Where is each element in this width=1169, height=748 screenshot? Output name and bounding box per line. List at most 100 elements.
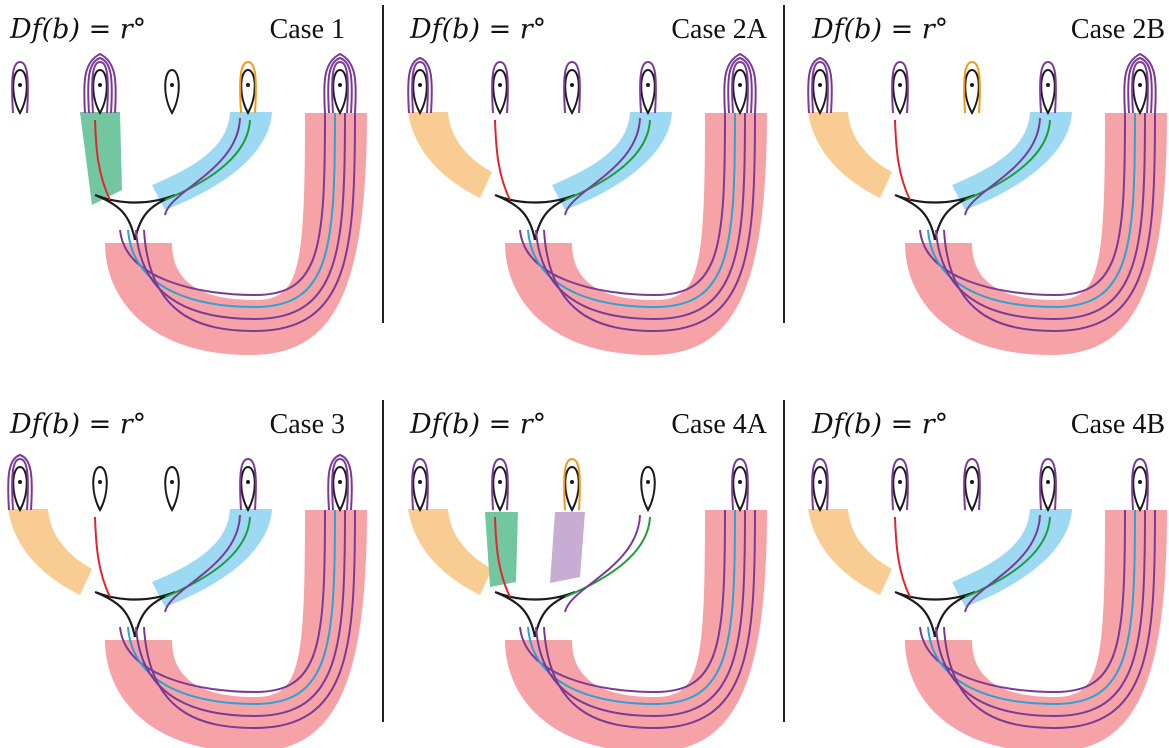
arc-around-puncture: [83, 52, 117, 114]
arc-around-puncture: [327, 56, 353, 114]
blue-band: [952, 112, 1072, 210]
case-label: Case 2A: [671, 14, 767, 45]
puncture-loop: [812, 465, 828, 513]
junction: [94, 193, 176, 241]
arc-around-puncture: [963, 457, 981, 511]
blue-band: [152, 509, 272, 607]
orange-band: [808, 509, 892, 595]
puncture-point: [498, 480, 502, 484]
puncture-point: [970, 480, 974, 484]
puncture-point: [570, 480, 574, 484]
arc-around-puncture: [491, 457, 509, 511]
purple-curve: [143, 112, 356, 333]
puncture-loop: [640, 465, 656, 513]
green-band: [485, 512, 518, 587]
puncture-loop: [492, 68, 508, 116]
case-label: Case 3: [270, 409, 345, 440]
orange-band: [8, 509, 92, 595]
puncture-point: [1046, 480, 1050, 484]
purple-curve: [943, 509, 1156, 730]
green-curve: [564, 516, 651, 598]
case-panel-4a: [408, 457, 767, 748]
puncture-loop: [1132, 68, 1148, 116]
arc-around-puncture: [11, 60, 29, 114]
arc-around-puncture: [411, 457, 429, 511]
puncture-loop: [892, 465, 908, 513]
puncture-loop: [164, 68, 180, 116]
puncture-loop: [12, 68, 28, 116]
puncture-point: [646, 83, 650, 87]
arc-around-puncture: [963, 60, 981, 114]
puncture-point: [418, 480, 422, 484]
arc-around-puncture: [331, 60, 349, 114]
puncture-loop: [812, 68, 828, 116]
case-label: Case 4B: [1071, 409, 1165, 440]
formula-label: Df(b) = r°: [9, 14, 146, 45]
puncture-point: [246, 83, 250, 87]
green-curve: [164, 516, 251, 598]
arc-around-puncture: [11, 457, 29, 511]
arc-around-puncture: [807, 56, 833, 114]
arc-around-puncture: [1131, 60, 1149, 114]
blue-band: [952, 509, 1072, 607]
arc-around-puncture: [323, 52, 357, 114]
puncture-loop: [332, 465, 348, 513]
arc-around-puncture: [723, 52, 757, 114]
purple-curve: [964, 514, 1041, 613]
puncture-point: [570, 83, 574, 87]
case-label: Case 1: [270, 14, 345, 45]
formula-label: Df(b) = r°: [409, 14, 546, 45]
arc-around-puncture: [731, 457, 749, 511]
junction: [494, 193, 576, 241]
puncture-loop: [564, 68, 580, 116]
puncture-loop: [892, 68, 908, 116]
puncture-point: [498, 83, 502, 87]
green-curve: [964, 119, 1051, 201]
green-curve: [964, 516, 1051, 598]
formula-label: Df(b) = r°: [811, 14, 948, 45]
case-panel-2a: [407, 52, 767, 355]
case-panel-3: [7, 453, 367, 748]
puncture-loop: [732, 68, 748, 116]
arc-around-puncture: [239, 60, 257, 114]
arc-around-puncture: [239, 457, 257, 511]
puncture-point: [818, 83, 822, 87]
arc-around-puncture: [91, 60, 109, 114]
case-label: Case 4A: [671, 409, 767, 440]
arc-around-puncture: [891, 60, 909, 114]
puncture-point: [1138, 83, 1142, 87]
red-curve: [894, 516, 911, 598]
arc-around-puncture: [1039, 60, 1057, 114]
arc-around-puncture: [1039, 457, 1057, 511]
red-curve: [894, 119, 911, 201]
puncture-point: [338, 480, 342, 484]
puncture-point: [98, 83, 102, 87]
blue-band: [152, 112, 272, 210]
green-band: [80, 112, 122, 205]
orange-band: [808, 112, 892, 198]
arc-around-puncture: [891, 457, 909, 511]
arc-around-puncture: [407, 56, 433, 114]
junction: [94, 590, 176, 638]
puncture-point: [818, 480, 822, 484]
red-curve: [494, 516, 511, 598]
puncture-loop: [240, 465, 256, 513]
arc-around-puncture: [1127, 56, 1153, 114]
green-curve: [564, 119, 651, 201]
orange-band: [408, 509, 492, 595]
puncture-point: [970, 83, 974, 87]
puncture-point: [98, 480, 102, 484]
puncture-point: [738, 480, 742, 484]
case-panel-2b: [807, 52, 1167, 355]
arc-around-puncture: [7, 453, 33, 511]
arc-around-puncture: [1123, 52, 1157, 114]
formula-label: Df(b) = r°: [811, 409, 948, 440]
arc-around-puncture: [411, 60, 429, 114]
arc-around-puncture: [1131, 457, 1149, 511]
puncture-loop: [12, 465, 28, 513]
red-curve: [94, 119, 111, 201]
puncture-point: [738, 83, 742, 87]
purple-curve: [964, 117, 1041, 216]
puncture-point: [18, 480, 22, 484]
